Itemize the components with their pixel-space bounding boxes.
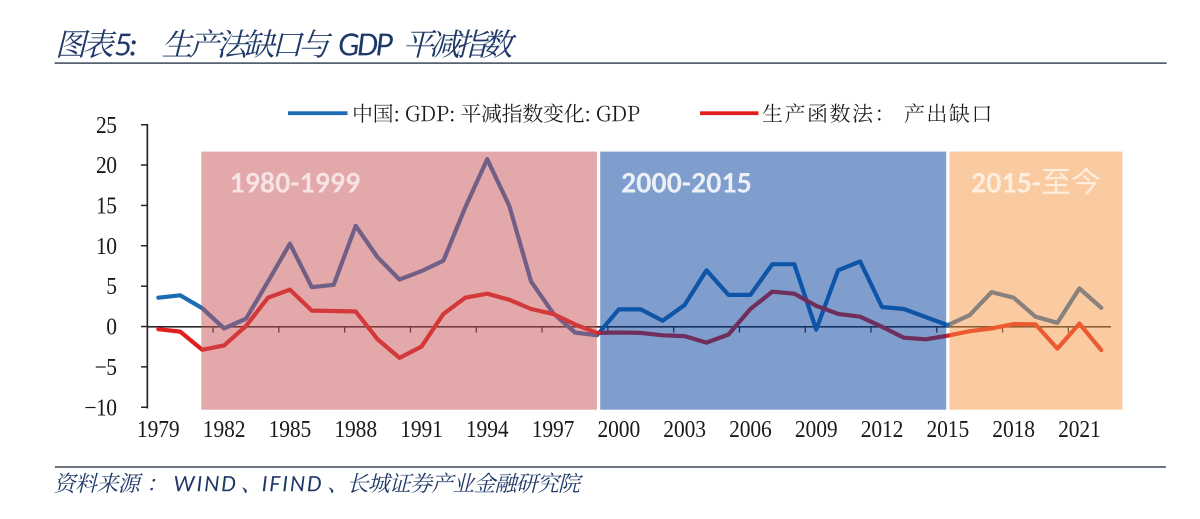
svg-text:15: 15 xyxy=(96,192,117,218)
svg-text:2018: 2018 xyxy=(992,416,1035,442)
svg-text:1991: 1991 xyxy=(400,416,443,442)
svg-text:2021: 2021 xyxy=(1058,416,1101,442)
svg-text:20: 20 xyxy=(96,152,117,178)
svg-text:2003: 2003 xyxy=(663,416,706,442)
svg-text:1994: 1994 xyxy=(466,416,509,442)
svg-text:2006: 2006 xyxy=(729,416,772,442)
svg-text:10: 10 xyxy=(96,233,117,259)
svg-text:0: 0 xyxy=(106,314,116,340)
svg-text:25: 25 xyxy=(96,112,117,138)
svg-text:2012: 2012 xyxy=(861,416,904,442)
svg-text:1979: 1979 xyxy=(137,416,180,442)
svg-text:1985: 1985 xyxy=(269,416,312,442)
svg-text:2000: 2000 xyxy=(598,416,641,442)
svg-text:1982: 1982 xyxy=(203,416,246,442)
svg-text:1988: 1988 xyxy=(334,416,377,442)
svg-text:−5: −5 xyxy=(95,354,117,380)
svg-text:1997: 1997 xyxy=(532,416,575,442)
svg-text:−10: −10 xyxy=(84,394,116,420)
svg-text:2015: 2015 xyxy=(927,416,970,442)
svg-text:2009: 2009 xyxy=(795,416,838,442)
svg-text:5: 5 xyxy=(106,273,116,299)
